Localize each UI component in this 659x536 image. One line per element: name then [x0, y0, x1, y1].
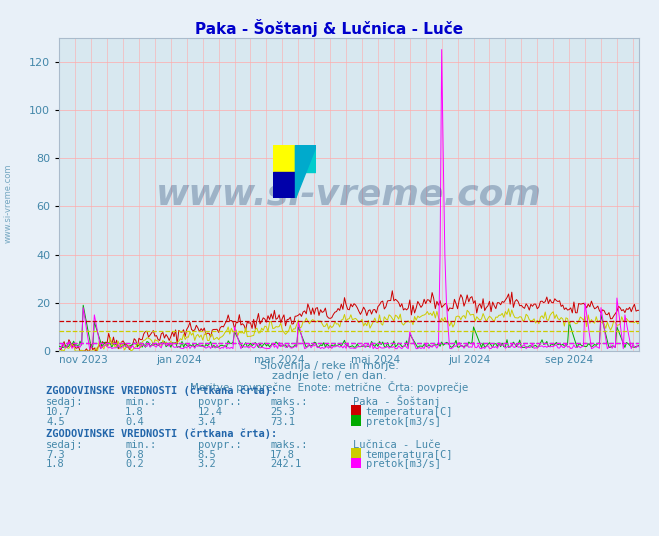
Text: 242.1: 242.1 — [270, 459, 301, 470]
Polygon shape — [295, 145, 316, 198]
Text: povpr.:: povpr.: — [198, 397, 241, 407]
Text: pretok[m3/s]: pretok[m3/s] — [366, 416, 441, 427]
Text: 7.3: 7.3 — [46, 450, 65, 460]
Text: 3.2: 3.2 — [198, 459, 216, 470]
Text: nov 2023: nov 2023 — [59, 355, 108, 366]
Text: 0.2: 0.2 — [125, 459, 144, 470]
Text: sedaj:: sedaj: — [46, 397, 84, 407]
Text: min.:: min.: — [125, 440, 156, 450]
Text: povpr.:: povpr.: — [198, 440, 241, 450]
Text: 17.8: 17.8 — [270, 450, 295, 460]
Text: 10.7: 10.7 — [46, 407, 71, 417]
Text: mar 2024: mar 2024 — [254, 355, 304, 366]
Text: Paka - Šoštanj & Lučnica - Luče: Paka - Šoštanj & Lučnica - Luče — [196, 19, 463, 37]
Text: jul 2024: jul 2024 — [448, 355, 490, 366]
Text: www.si-vreme.com: www.si-vreme.com — [3, 164, 13, 243]
Text: 12.4: 12.4 — [198, 407, 223, 417]
Text: 0.4: 0.4 — [125, 416, 144, 427]
Text: min.:: min.: — [125, 397, 156, 407]
Text: maj 2024: maj 2024 — [351, 355, 400, 366]
Text: Paka - Šoštanj: Paka - Šoštanj — [353, 394, 440, 407]
Text: 73.1: 73.1 — [270, 416, 295, 427]
Text: Slovenija / reke in morje.: Slovenija / reke in morje. — [260, 361, 399, 371]
Text: maks.:: maks.: — [270, 397, 308, 407]
Text: 8.5: 8.5 — [198, 450, 216, 460]
Text: ZGODOVINSKE VREDNOSTI (črtkana črta):: ZGODOVINSKE VREDNOSTI (črtkana črta): — [46, 428, 277, 439]
Text: Lučnica - Luče: Lučnica - Luče — [353, 440, 440, 450]
Text: pretok[m3/s]: pretok[m3/s] — [366, 459, 441, 470]
Text: maks.:: maks.: — [270, 440, 308, 450]
Polygon shape — [273, 145, 295, 172]
Text: 1.8: 1.8 — [125, 407, 144, 417]
Text: sedaj:: sedaj: — [46, 440, 84, 450]
Text: temperatura[C]: temperatura[C] — [366, 407, 453, 417]
Text: 0.8: 0.8 — [125, 450, 144, 460]
Polygon shape — [273, 172, 295, 198]
Text: ZGODOVINSKE VREDNOSTI (črtkana črta):: ZGODOVINSKE VREDNOSTI (črtkana črta): — [46, 385, 277, 396]
Text: zadnje leto / en dan.: zadnje leto / en dan. — [272, 371, 387, 381]
Text: 1.8: 1.8 — [46, 459, 65, 470]
Text: 4.5: 4.5 — [46, 416, 65, 427]
Text: 25.3: 25.3 — [270, 407, 295, 417]
Text: sep 2024: sep 2024 — [545, 355, 593, 366]
Text: 3.4: 3.4 — [198, 416, 216, 427]
Text: Meritve: povprečne  Enote: metrične  Črta: povprečje: Meritve: povprečne Enote: metrične Črta:… — [190, 381, 469, 393]
Text: www.si-vreme.com: www.si-vreme.com — [156, 177, 542, 211]
Polygon shape — [295, 145, 316, 172]
Text: temperatura[C]: temperatura[C] — [366, 450, 453, 460]
Text: jan 2024: jan 2024 — [156, 355, 202, 366]
